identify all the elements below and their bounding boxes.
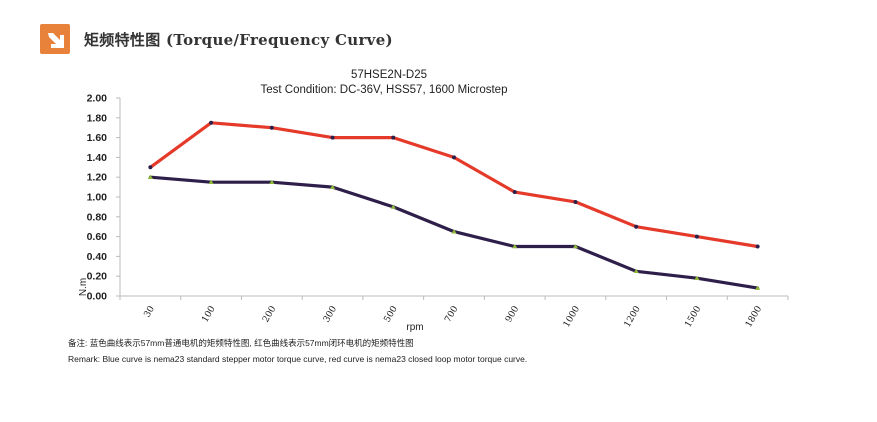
series-2-point (755, 285, 761, 290)
x-tick-label: 300 (322, 304, 339, 324)
series-2-point (329, 184, 336, 189)
series-1-point (755, 244, 760, 249)
series-1-point (330, 135, 335, 140)
x-tick-label: 30 (143, 304, 158, 319)
y-tick-label: 0.20 (87, 271, 108, 283)
x-axis-label: rpm (406, 322, 423, 333)
x-tick-label: 900 (504, 304, 521, 324)
series-2-point (208, 179, 214, 184)
y-tick-label: 0.60 (87, 231, 108, 243)
series-2-point (633, 268, 639, 274)
y-tick-label: 1.40 (87, 152, 108, 164)
x-tick-label: 700 (443, 304, 460, 324)
y-tick-label: 1.60 (87, 132, 108, 144)
y-tick-label: 2.00 (87, 93, 108, 105)
y-axis-label: N.m (78, 278, 89, 296)
series-1-point (452, 155, 456, 160)
chart-title: 57HSE2N-D25 (351, 69, 427, 81)
series-1-line (148, 121, 760, 249)
series-2-point (269, 179, 275, 184)
y-tick-label: 1.20 (87, 172, 108, 184)
header: 矩频特性图 (Torque/Frequency Curve) (40, 22, 393, 56)
x-tick-label: 1000 (562, 304, 582, 329)
x-tick-label: 500 (383, 304, 400, 324)
series-1-point (269, 125, 274, 130)
remark-chinese: 备注: 蓝色曲线表示57mm普通电机的矩频特性图, 红色曲线表示57mm闭环电机… (68, 338, 414, 348)
x-tick-label: 1800 (744, 304, 764, 329)
series-1-point (634, 224, 639, 229)
series-2-point (512, 244, 518, 249)
chart-subtitle: Test Condition: DC-36V, HSS57, 1600 Micr… (261, 84, 508, 96)
series-1-point (694, 234, 699, 239)
y-tick-label: 1.80 (87, 112, 108, 124)
series-2-point (694, 275, 700, 280)
series-1-point (391, 135, 396, 140)
series-2-point (147, 174, 153, 179)
series-1-point (573, 199, 578, 204)
series-2-point (572, 244, 579, 249)
y-tick-label: 1.00 (87, 192, 108, 204)
arrow-down-right-icon (40, 24, 70, 54)
page-title: 矩频特性图 (Torque/Frequency Curve) (84, 30, 393, 49)
remark-english: Remark: Blue curve is nema23 standard st… (68, 354, 528, 364)
series-1-point (148, 165, 153, 170)
series-2-point (390, 204, 396, 209)
series-1-point (209, 120, 214, 125)
series-1-point (512, 190, 517, 195)
x-tick-label: 1200 (623, 304, 643, 329)
x-tick-label: 1500 (683, 304, 703, 329)
x-tick-label: 200 (261, 304, 278, 324)
x-tick-label: 100 (200, 304, 217, 324)
y-tick-label: 0.00 (87, 291, 108, 303)
y-tick-label: 0.80 (87, 211, 108, 223)
y-tick-label: 0.40 (87, 251, 108, 263)
series-2-point (451, 229, 457, 234)
